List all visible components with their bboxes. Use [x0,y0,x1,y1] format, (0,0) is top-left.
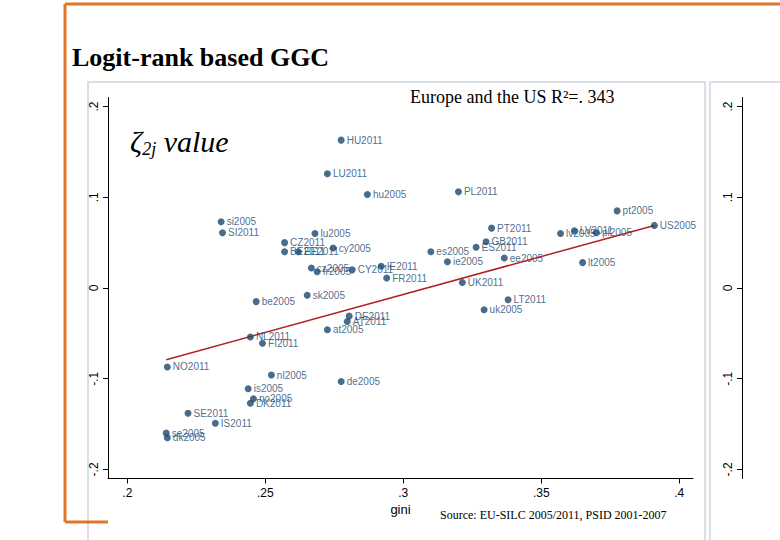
svg-text:lv2005: lv2005 [566,228,596,239]
svg-text:sk2005: sk2005 [313,290,346,301]
svg-text:Europe and the US R²=. 343: Europe and the US R²=. 343 [410,87,615,107]
svg-text:US2005: US2005 [660,220,697,231]
svg-text:0: 0 [87,284,101,291]
svg-text:lu2005: lu2005 [320,228,350,239]
svg-text:EE2011: EE2011 [304,246,339,257]
svg-text:.1: .1 [87,192,101,202]
svg-text:0: 0 [721,284,735,291]
svg-text:.4: .4 [674,486,684,500]
svg-text:uk2005: uk2005 [490,304,523,315]
svg-text:.25: .25 [257,486,274,500]
svg-text:CZ2011: CZ2011 [290,237,325,249]
svg-text:.2: .2 [721,101,735,111]
svg-text:HU2011: HU2011 [347,135,383,146]
svg-text:2j: 2j [142,139,156,159]
svg-text:value: value [156,125,228,158]
svg-text:GB2011: GB2011 [492,236,528,247]
svg-text:pl2005: pl2005 [602,227,632,238]
svg-text:at2005: at2005 [333,324,364,335]
svg-text:dk2005: dk2005 [173,432,206,443]
svg-text:hu2005: hu2005 [373,189,407,200]
svg-text:ζ: ζ [130,124,143,158]
svg-text:LU2011: LU2011 [333,168,368,179]
svg-text:AT2011: AT2011 [352,316,387,328]
svg-text:de2005: de2005 [347,376,381,387]
svg-text:si2005: si2005 [227,216,257,227]
svg-text:DK2011: DK2011 [256,398,292,409]
svg-text:UK2011: UK2011 [468,277,504,288]
svg-text:nl2005: nl2005 [277,370,307,381]
svg-text:-.1: -.1 [721,371,735,385]
svg-text:.35: .35 [533,486,550,500]
svg-text:PT2011: PT2011 [497,223,532,234]
svg-text:.3: .3 [398,486,408,500]
svg-text:.2: .2 [87,101,101,111]
svg-text:is2005: is2005 [253,383,284,395]
svg-text:CY2011: CY2011 [357,264,394,276]
svg-text:-.2: -.2 [87,462,101,476]
svg-text:fr2005: fr2005 [323,266,352,277]
svg-text:LT2011: LT2011 [514,294,547,305]
svg-text:cy2005: cy2005 [339,243,372,254]
svg-text:.1: .1 [721,192,735,202]
svg-text:IE2011: IE2011 [387,261,418,272]
svg-text:gini: gini [390,502,410,517]
svg-text:pt2005: pt2005 [623,205,654,216]
svg-text:ee2005: ee2005 [510,253,544,264]
svg-text:.2: .2 [122,486,132,500]
svg-text:Source: EU-SILC 2005/2011, PSI: Source: EU-SILC 2005/2011, PSID 2001-200… [440,508,667,522]
svg-text:SE2011: SE2011 [193,407,229,419]
svg-text:es2005: es2005 [436,246,470,258]
svg-text:-.1: -.1 [87,371,101,385]
svg-text:Logit-rank based GGC: Logit-rank based GGC [72,43,329,72]
svg-text:lt2005: lt2005 [588,257,616,268]
svg-text:SI2011: SI2011 [228,227,259,238]
svg-text:FI2011: FI2011 [268,338,299,349]
svg-text:IS2011: IS2011 [221,418,252,429]
svg-text:ie2005: ie2005 [453,256,483,267]
svg-text:be2005: be2005 [262,296,296,307]
svg-text:PL2011: PL2011 [464,186,498,197]
svg-text:-.2: -.2 [721,462,735,476]
svg-text:NO2011: NO2011 [173,361,210,372]
svg-text:FR2011: FR2011 [392,273,427,284]
